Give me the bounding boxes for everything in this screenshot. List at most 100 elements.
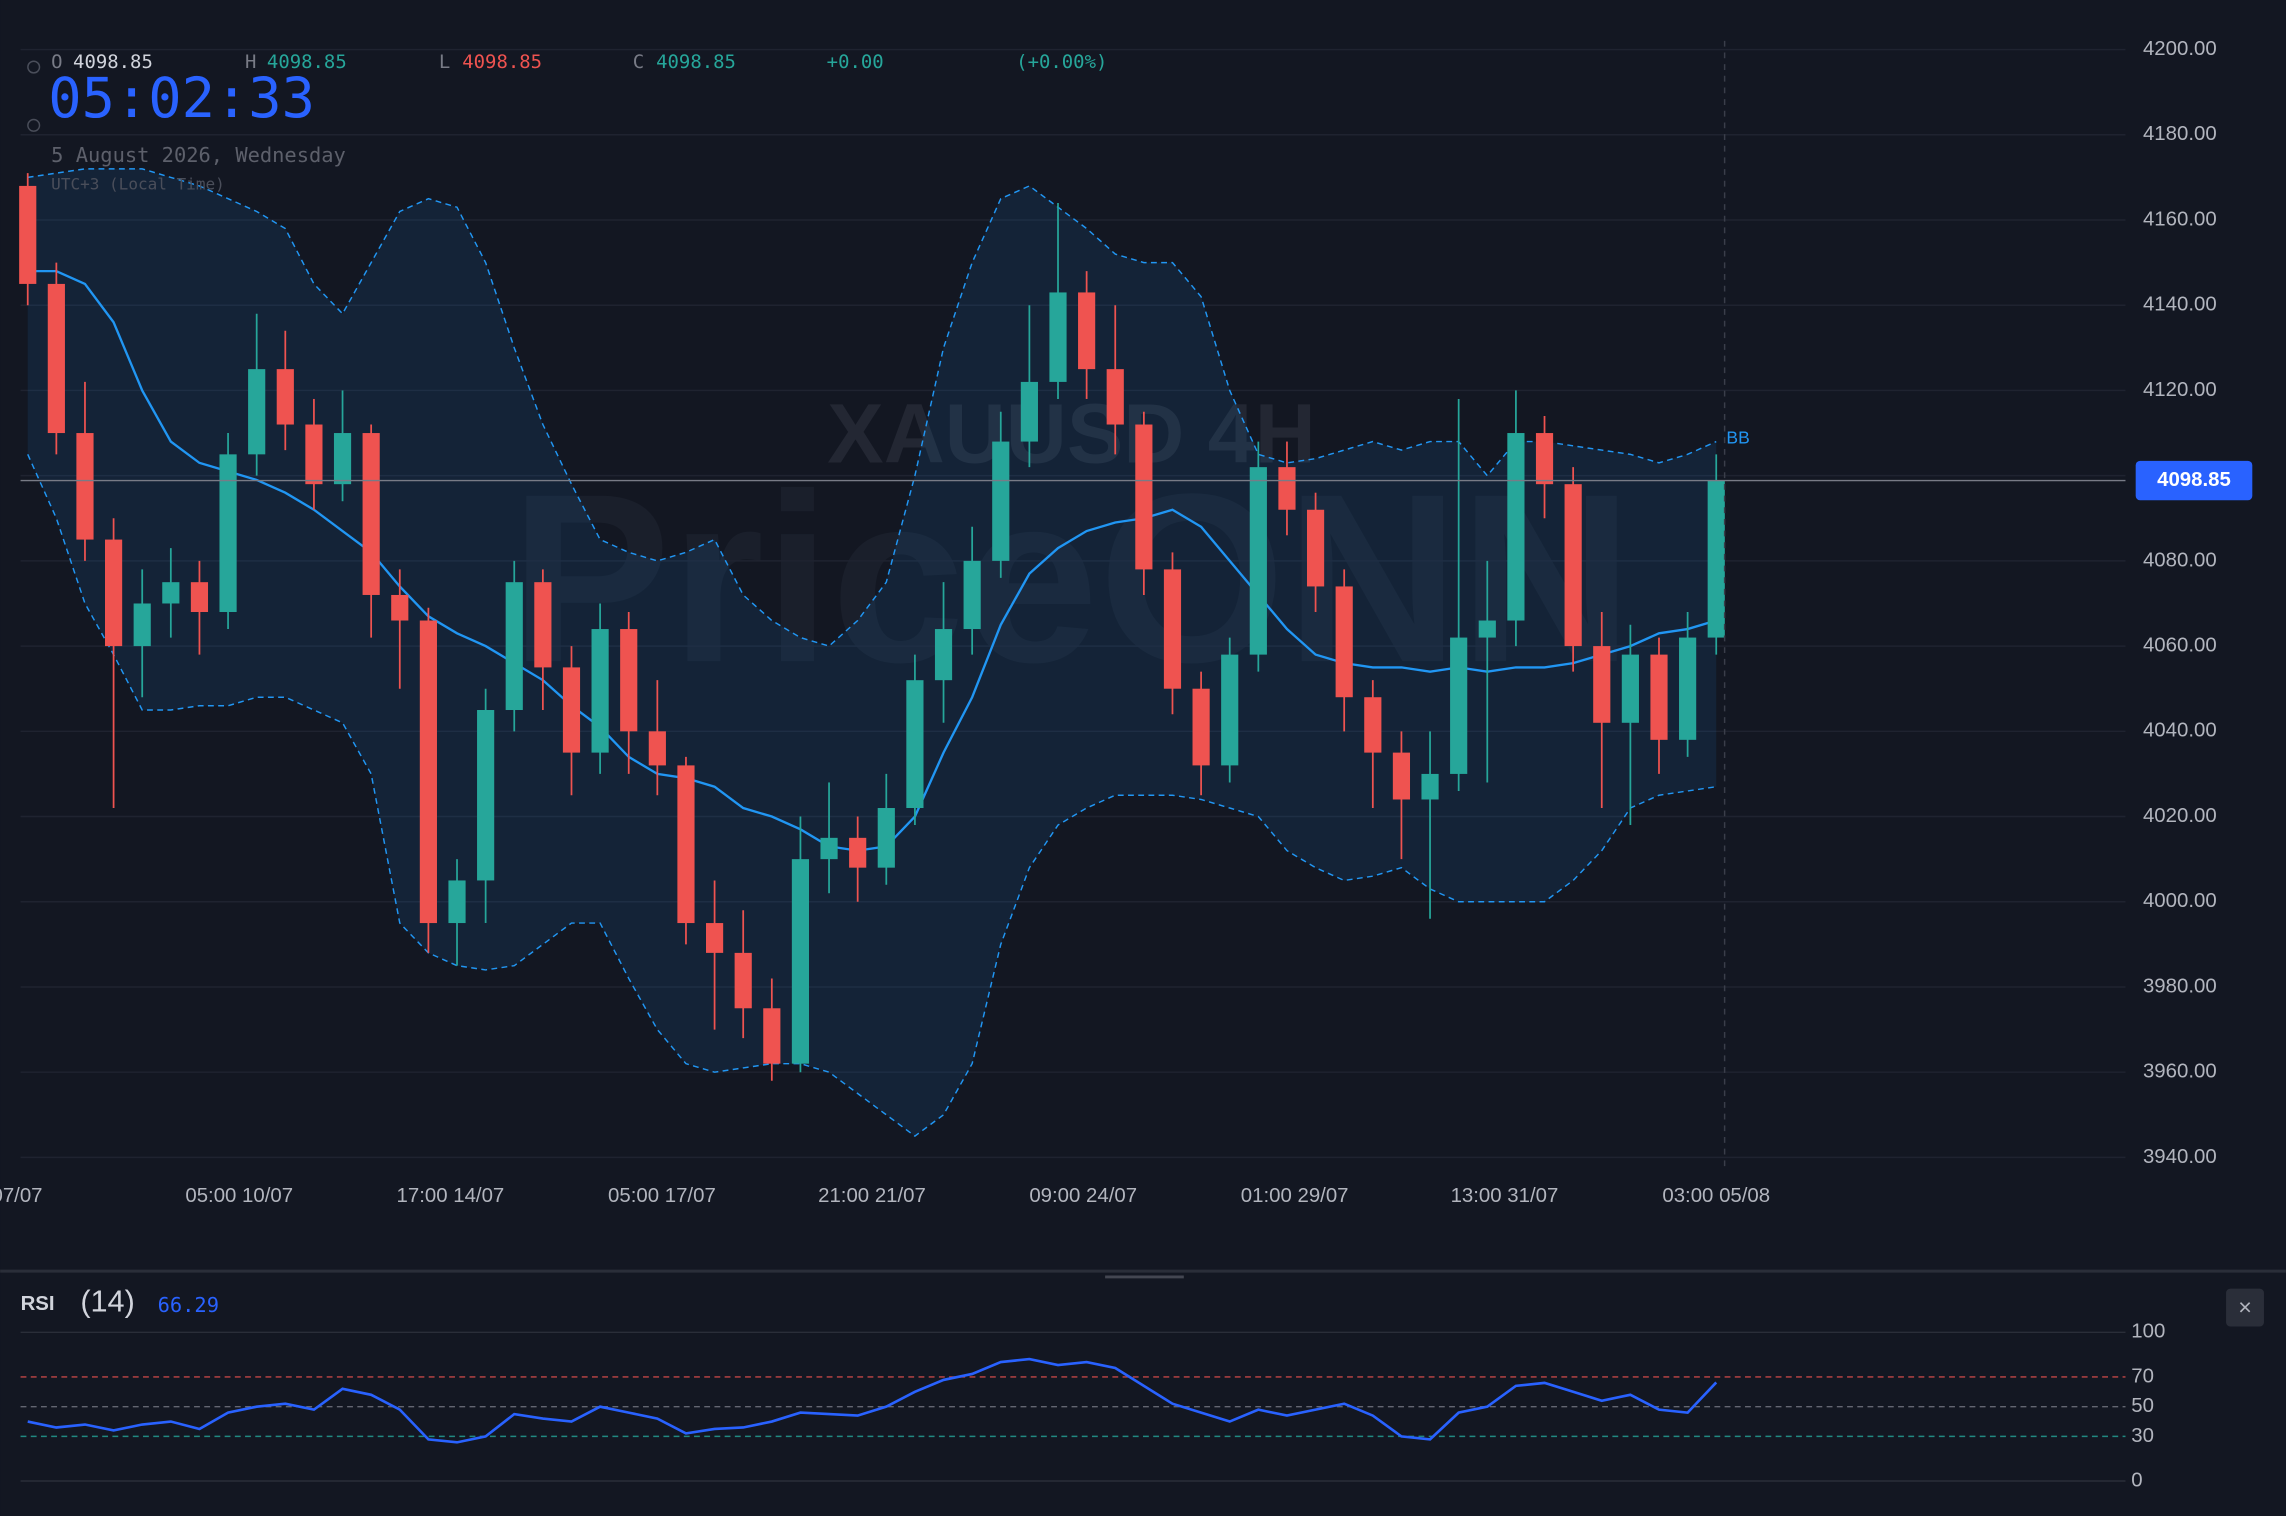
candle-body (1450, 637, 1468, 774)
y-tick-label: 3980.00 (2143, 975, 2217, 997)
y-tick-label: 4120.00 (2143, 379, 2217, 401)
candle-body (992, 441, 1010, 561)
candle-body (1621, 654, 1639, 723)
clock: 05:02:33 (48, 67, 315, 131)
candle-body (105, 539, 123, 647)
candle-body (391, 594, 409, 621)
candle-body (1306, 509, 1325, 587)
change: +0.00 (827, 51, 884, 73)
y-tick-label: 0 (2131, 1469, 2142, 1491)
candle-body (734, 952, 752, 1009)
y-tick-label: 3960.00 (2143, 1061, 2217, 1083)
candle-body (763, 1008, 781, 1064)
candle-body (1020, 381, 1038, 442)
candle-body (133, 603, 151, 647)
low-label: L (439, 51, 450, 73)
rsi-period: (14) (80, 1284, 134, 1318)
y-tick-label: 3940.00 (2143, 1146, 2217, 1168)
rsi-label: RSI (21, 1293, 55, 1315)
x-tick-label: 09:00 24/07 (1029, 1185, 1137, 1207)
close-label: C (633, 51, 644, 73)
candle-body (877, 808, 895, 868)
close-value: 4098.85 (656, 51, 736, 73)
high-value: 4098.85 (267, 51, 347, 73)
candle-body (591, 629, 609, 753)
close-icon[interactable]: × (2238, 1294, 2252, 1320)
candle-body (333, 433, 352, 485)
candle-body (76, 433, 94, 540)
y-tick-label: 4040.00 (2143, 720, 2217, 742)
candle-body (1249, 467, 1267, 655)
candle-body (477, 710, 495, 881)
open-label: O (51, 51, 62, 73)
candle-body (248, 369, 266, 455)
y-tick-label: 70 (2131, 1365, 2154, 1387)
candle-body (1507, 433, 1525, 621)
rsi-line (27, 1357, 1718, 1444)
bb-lower (27, 454, 1717, 1138)
candle-body (1049, 292, 1067, 382)
eye-icon[interactable] (27, 60, 41, 74)
candle-body (705, 923, 724, 953)
last-price-label: 4098.85 (2157, 469, 2231, 491)
candle-body (906, 680, 924, 809)
candle-body (1221, 654, 1239, 766)
x-tick-label: 21:00 21/07 (818, 1185, 926, 1207)
x-tick-label: 17:00 14/07 (397, 1185, 505, 1207)
candle-body (820, 837, 838, 860)
candle-body (47, 283, 65, 434)
x-tick-label: 01:00 29/07 (1241, 1185, 1349, 1207)
candle-body (1478, 620, 1496, 638)
candle-body (1421, 773, 1439, 800)
x-tick-label: 05:00 10/07 (185, 1185, 293, 1207)
bb-label: BB (1726, 427, 1749, 447)
candle-body (620, 629, 638, 732)
candle-body (1564, 484, 1582, 647)
x-tick-label: 00 07/07 (0, 1185, 43, 1207)
candle-body (1278, 467, 1296, 510)
close-button[interactable] (2226, 1288, 2264, 1327)
candle-body (677, 765, 695, 924)
candle-body (362, 433, 380, 595)
candle-body (219, 454, 237, 613)
last-price-box (2135, 460, 2253, 501)
watermark-brand: PriceONN (510, 443, 1633, 712)
y-tick-label: 4200.00 (2143, 38, 2217, 60)
candle-body (419, 620, 437, 924)
y-tick-label: 100 (2131, 1321, 2165, 1343)
candle-body (276, 369, 294, 425)
x-tick-label: 05:00 17/07 (608, 1185, 716, 1207)
candle-body (791, 859, 810, 1064)
candle-body (1707, 480, 1725, 638)
rsi-pane: RSI (14) 66.29 × 100 70 50 30 0 (20, 1284, 2264, 1491)
candle-body (1364, 697, 1382, 753)
candle-body (1593, 646, 1611, 723)
open-value: 4098.85 (73, 51, 153, 73)
candle-body (534, 582, 552, 668)
y-tick-label: 50 (2131, 1395, 2154, 1417)
x-tick-label: 13:00 31/07 (1451, 1185, 1559, 1207)
date: 5 August 2026, Wednesday (51, 143, 346, 167)
candle-body (1163, 569, 1182, 689)
candle-body (1335, 586, 1353, 698)
candle-body (562, 667, 581, 753)
y-tick-label: 4080.00 (2143, 549, 2217, 571)
candle-body (849, 837, 867, 868)
change-percent: (+0.00%) (1016, 51, 1107, 73)
candle-body (648, 731, 666, 766)
candle-body (1535, 433, 1554, 485)
y-tick-label: 4060.00 (2143, 634, 2217, 656)
candle-body (1679, 637, 1697, 740)
legend-header: O 4098.85 H 4098.85 L 4098.85 C 4098.85 … (27, 51, 1107, 194)
price-pane: 4200.004180.004160.004140.004120.004100.… (0, 38, 2253, 1207)
x-tick-label: 03:00 05/08 (1662, 1185, 1770, 1207)
rsi-value: 66.29 (158, 1293, 219, 1317)
candle-body (1135, 424, 1153, 570)
y-tick-label: 4020.00 (2143, 805, 2217, 827)
y-tick-label: 4160.00 (2143, 208, 2217, 230)
eye-icon[interactable] (27, 118, 41, 132)
candle-body (1078, 292, 1096, 370)
